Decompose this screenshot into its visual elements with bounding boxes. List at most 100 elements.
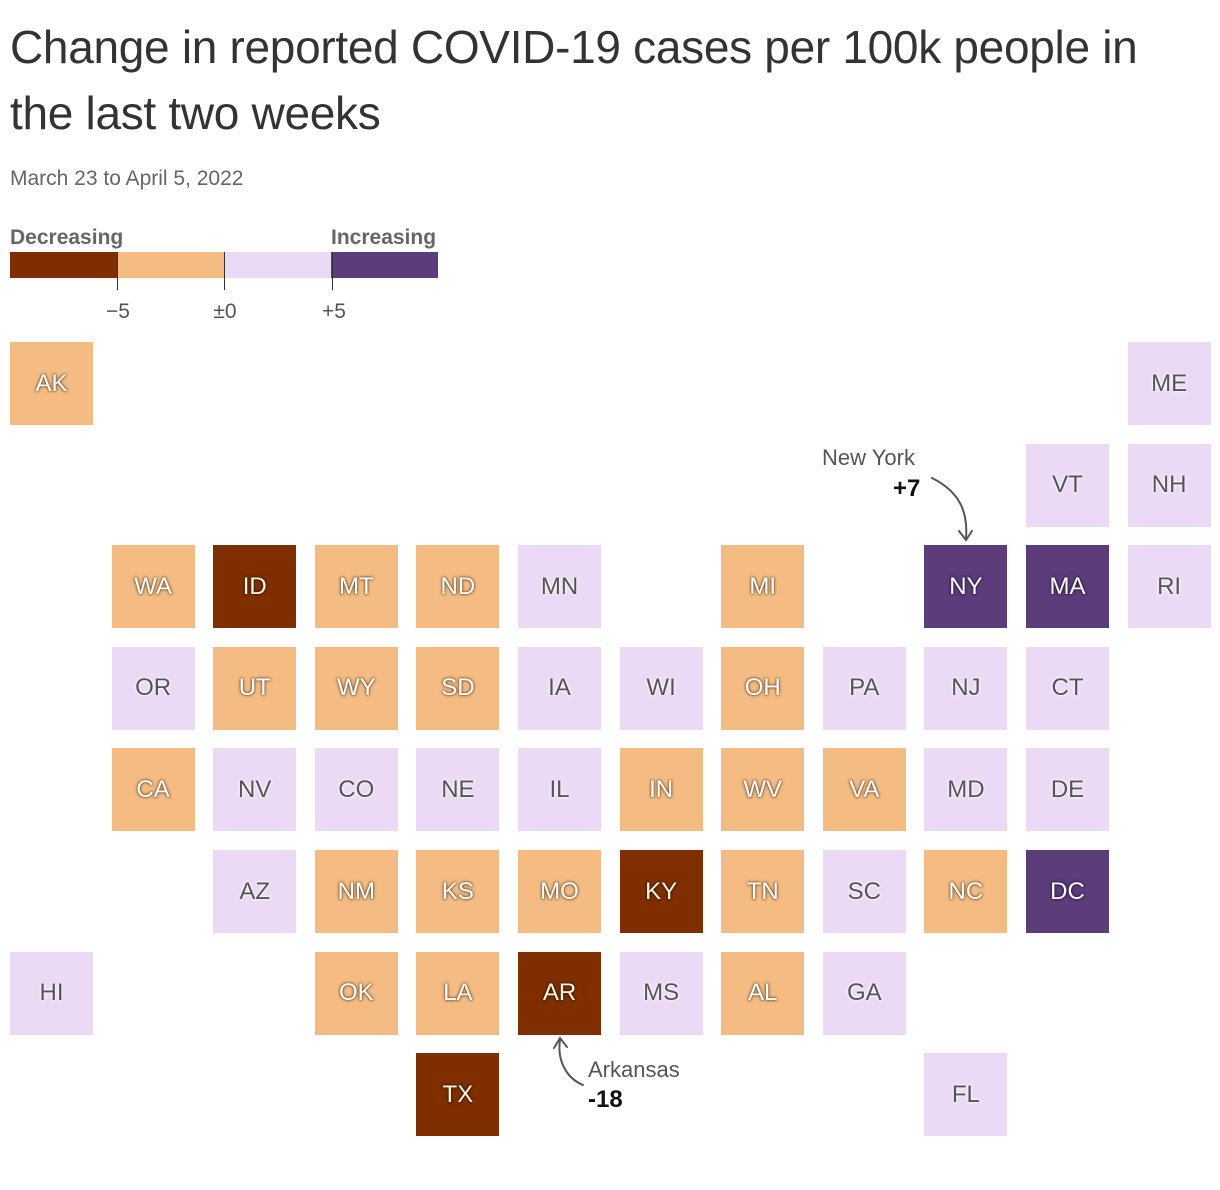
chart-subtitle: March 23 to April 5, 2022	[10, 167, 244, 190]
legend-tick-minus5	[117, 252, 118, 290]
state-tile-ri: RI	[1127, 545, 1211, 629]
state-tile-la: LA	[416, 951, 500, 1035]
state-label: MT	[338, 572, 374, 600]
state-tile-co: CO	[314, 748, 398, 832]
state-tile-ak: AK	[10, 342, 93, 425]
state-label: MN	[540, 572, 579, 600]
legend-swatch-increase	[224, 252, 331, 278]
state-label: GA	[846, 979, 882, 1007]
state-label: IN	[649, 775, 674, 803]
state-label: FL	[951, 1080, 980, 1108]
state-label: AR	[542, 979, 577, 1007]
state-label: NY	[949, 572, 983, 600]
state-label: AZ	[239, 877, 271, 905]
state-tile-pa: PA	[822, 646, 906, 730]
state-label: MD	[947, 775, 985, 803]
state-tile-ny: NY	[924, 545, 1008, 629]
state-label: CO	[338, 775, 375, 803]
state-tile-nd: ND	[416, 545, 500, 629]
state-tile-nc: NC	[924, 850, 1008, 933]
state-tile-mt: MT	[314, 545, 398, 629]
chart-title: Change in reported COVID-19 cases per 10…	[10, 21, 1138, 139]
state-tile-hi: HI	[10, 951, 93, 1035]
legend-swatch-decrease	[117, 252, 224, 278]
state-tile-wy: WY	[314, 646, 398, 730]
state-tile-me: ME	[1127, 342, 1211, 425]
state-label: TN	[746, 877, 779, 905]
state-tile-sd: SD	[416, 646, 500, 730]
state-tile-mo: MO	[518, 850, 601, 933]
state-tile-ut: UT	[213, 646, 297, 730]
state-label: HI	[39, 979, 64, 1007]
state-tile-mi: MI	[721, 545, 805, 629]
state-label: SD	[441, 674, 475, 702]
legend-decreasing-label: Decreasing	[10, 226, 124, 249]
arrow-new-york	[931, 477, 973, 542]
state-tile-wv: WV	[721, 748, 805, 832]
state-tile-wi: WI	[619, 646, 703, 730]
state-tile-tn: TN	[721, 850, 805, 933]
state-tile-ca: CA	[111, 748, 195, 832]
state-label: MI	[749, 572, 777, 600]
state-label: MS	[643, 979, 680, 1007]
state-tile-vt: VT	[1026, 443, 1109, 527]
state-label: NC	[948, 877, 984, 905]
state-tile-nj: NJ	[924, 646, 1008, 730]
state-label: NE	[441, 775, 475, 803]
state-label: NM	[337, 877, 375, 905]
state-label: TX	[442, 1080, 474, 1108]
state-label: CA	[136, 775, 170, 803]
state-label: NJ	[951, 674, 981, 702]
state-label: AK	[35, 369, 68, 397]
state-label: NH	[1151, 471, 1187, 499]
state-tile-or: OR	[111, 646, 195, 730]
state-tile-az: AZ	[213, 850, 297, 933]
state-label: UT	[238, 674, 271, 702]
state-label: IA	[548, 674, 571, 702]
state-tile-tx: TX	[416, 1053, 500, 1137]
state-label: CT	[1051, 674, 1084, 702]
state-label: ME	[1151, 369, 1188, 397]
state-tile-nm: NM	[314, 850, 398, 933]
state-tile-id: ID	[213, 545, 297, 629]
annotation-new-york-value: +7	[893, 475, 921, 502]
legend-tick-label-plus5: +5	[322, 300, 346, 323]
legend-tick-plus5	[332, 252, 333, 290]
state-tile-dc: DC	[1026, 850, 1109, 933]
state-tile-wa: WA	[111, 545, 195, 629]
state-label: AL	[748, 979, 778, 1007]
state-label: PA	[849, 674, 880, 702]
state-label: NV	[238, 775, 272, 803]
state-tile-al: AL	[721, 951, 805, 1035]
state-label: MO	[540, 877, 579, 905]
state-tile-mn: MN	[518, 545, 601, 629]
state-tile-ky: KY	[619, 850, 703, 933]
state-tile-il: IL	[518, 748, 601, 832]
state-label: ID	[242, 572, 267, 600]
state-label: SC	[847, 877, 881, 905]
state-tile-nh: NH	[1127, 443, 1211, 527]
state-label: DC	[1050, 877, 1085, 905]
state-label: WI	[646, 674, 676, 702]
arrow-arkansas	[553, 1036, 584, 1086]
legend-swatch-strong-increase	[331, 252, 438, 278]
state-tile-md: MD	[924, 748, 1008, 832]
state-label: KS	[441, 877, 474, 905]
state-tile-ne: NE	[416, 748, 500, 832]
state-label: VT	[1052, 471, 1083, 499]
state-tile-oh: OH	[721, 646, 805, 730]
state-tile-ks: KS	[416, 850, 500, 933]
legend-tick-zero	[224, 252, 225, 290]
state-label: IL	[549, 775, 570, 803]
state-tile-ct: CT	[1026, 646, 1109, 730]
state-tile-ga: GA	[822, 951, 906, 1035]
state-label: VA	[849, 775, 880, 803]
state-label: OH	[744, 674, 781, 702]
state-tile-nv: NV	[213, 748, 297, 832]
state-label: ND	[440, 572, 476, 600]
state-tile-ia: IA	[518, 646, 601, 730]
state-label: WA	[134, 572, 172, 600]
state-label: OR	[135, 674, 172, 702]
annotation-arkansas-name: Arkansas	[588, 1057, 680, 1082]
legend-swatch-strong-decrease	[10, 252, 117, 278]
